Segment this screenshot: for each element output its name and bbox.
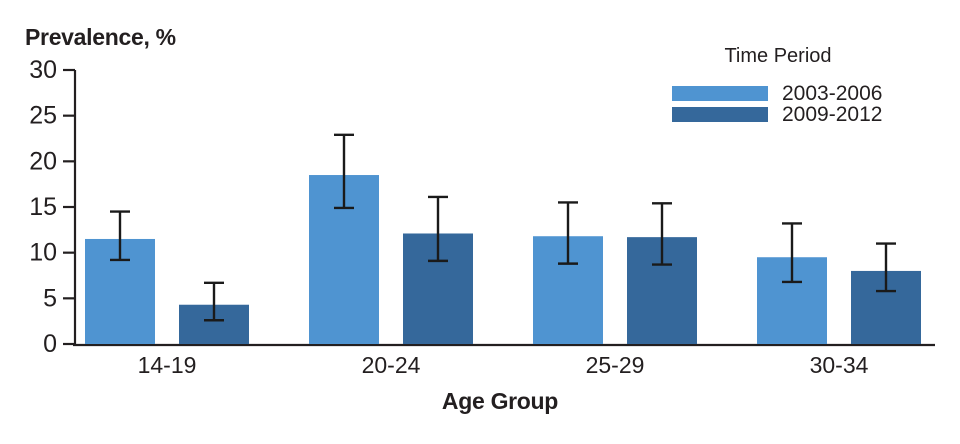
legend-title: Time Period xyxy=(724,45,832,67)
y-tick-label: 10 xyxy=(29,239,57,267)
y-tick-label: 20 xyxy=(29,147,57,175)
legend-label-2009-2012: 2009-2012 xyxy=(782,103,883,126)
legend-item: 2003-2006 xyxy=(672,83,884,104)
x-tick-label: 30-34 xyxy=(810,352,869,378)
x-tick-label: 14-19 xyxy=(138,352,197,378)
y-tick-label: 25 xyxy=(29,102,57,130)
x-axis-title: Age Group xyxy=(441,388,559,414)
y-axis-title: Prevalence, % xyxy=(25,24,176,50)
y-tick-label: 30 xyxy=(29,56,57,84)
legend-swatch-2003-2006 xyxy=(672,86,768,101)
y-tick-label: 15 xyxy=(29,193,57,221)
legend-label-2003-2006: 2003-2006 xyxy=(782,82,883,105)
x-tick-label: 25-29 xyxy=(586,352,645,378)
legend-swatch-2009-2012 xyxy=(672,107,768,122)
legend-item: 2009-2012 xyxy=(672,104,884,125)
y-tick-label: 0 xyxy=(43,330,57,358)
legend: Time Period 2003-2006 2009-2012 xyxy=(672,45,884,125)
y-tick-label: 5 xyxy=(43,284,57,312)
x-tick-label: 20-24 xyxy=(362,352,421,378)
